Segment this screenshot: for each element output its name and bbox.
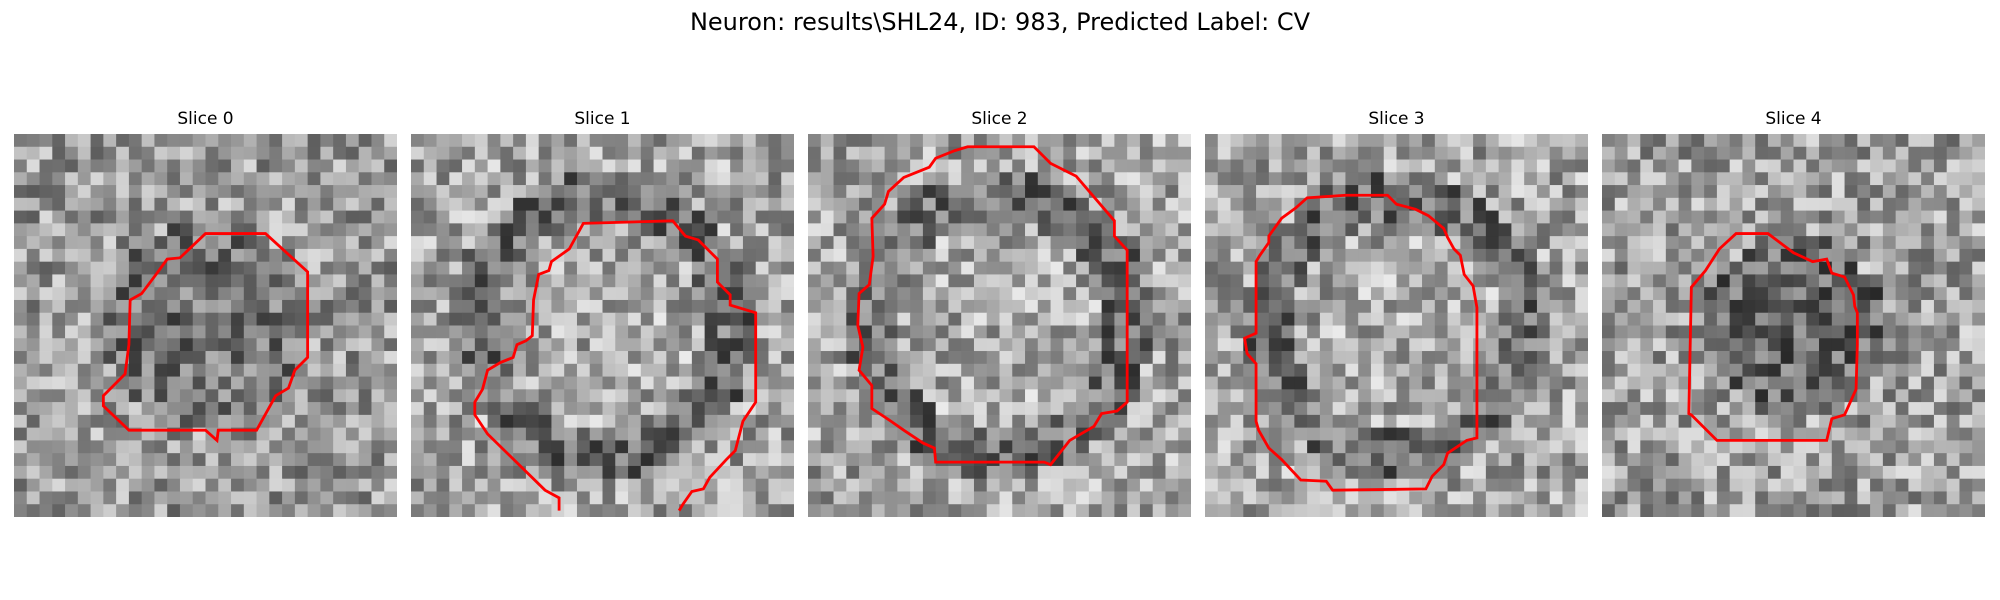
slice-2-pixels (808, 134, 1191, 517)
slice-0-contour (101, 232, 310, 444)
slice-4-contour (1687, 232, 1859, 442)
slice-4-pixels (1602, 134, 1985, 517)
slice-0-title: Slice 0 (177, 109, 234, 129)
slice-1-image (411, 134, 794, 517)
slice-1-title: Slice 1 (574, 109, 631, 129)
slice-3-title: Slice 3 (1368, 109, 1425, 129)
figure-title: Neuron: results\SHL24, ID: 983, Predicte… (689, 8, 1311, 36)
slice-4-image (1602, 134, 1985, 517)
slice-2-image (808, 134, 1191, 517)
slice-1-contour (473, 219, 758, 512)
slice-0-image (14, 134, 397, 517)
slice-3-image (1205, 134, 1588, 517)
slice-2-contour (856, 145, 1129, 467)
slice-3-contour (1243, 193, 1479, 492)
slice-0-pixels (14, 134, 397, 517)
slice-4-title: Slice 4 (1765, 109, 1822, 129)
slice-2-title: Slice 2 (971, 109, 1028, 129)
slice-1-pixels (411, 134, 794, 517)
slice-3-pixels (1205, 134, 1588, 517)
